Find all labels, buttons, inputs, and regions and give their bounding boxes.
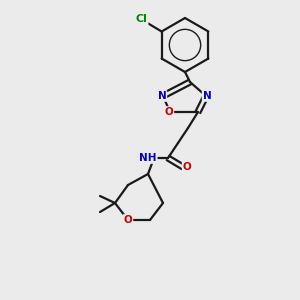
Text: Cl: Cl [136, 14, 148, 25]
Text: N: N [202, 91, 211, 101]
Text: O: O [183, 162, 191, 172]
Text: O: O [165, 107, 173, 117]
Text: N: N [158, 91, 166, 101]
Text: NH: NH [139, 153, 157, 163]
Text: O: O [124, 215, 132, 225]
